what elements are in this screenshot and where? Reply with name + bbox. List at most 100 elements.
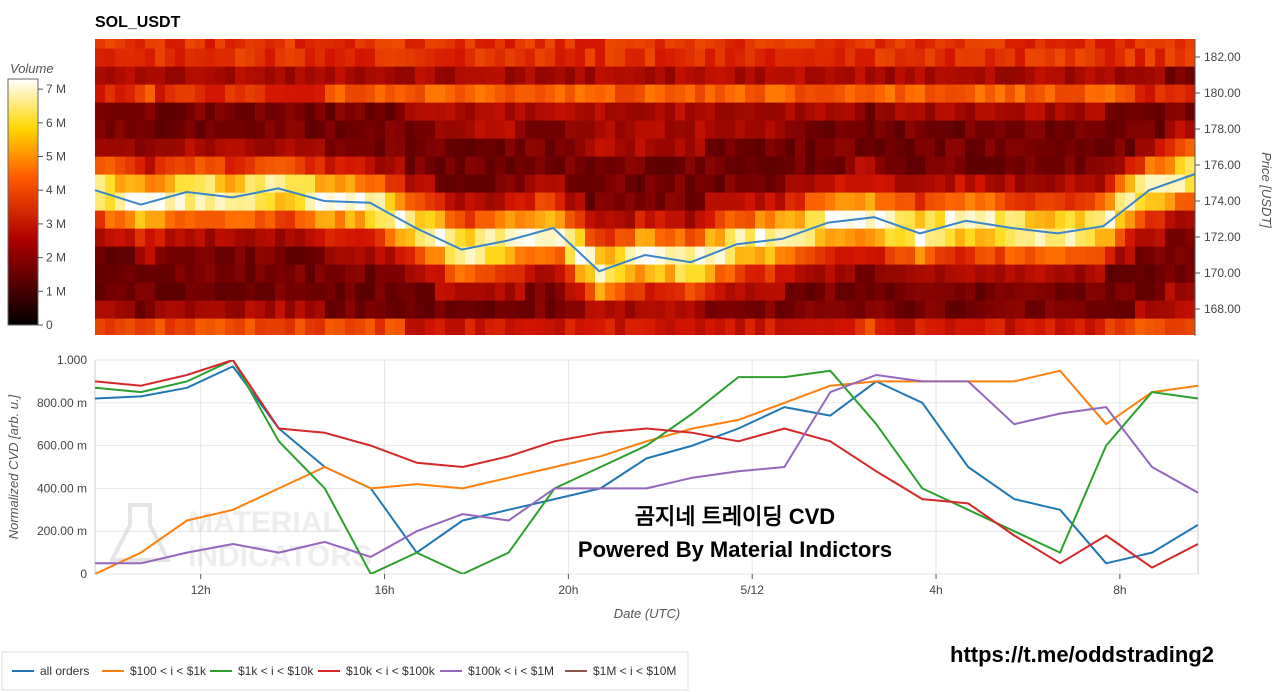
heatmap-cell [915, 300, 926, 319]
heatmap-cell [1145, 156, 1156, 175]
heatmap-cell [535, 210, 546, 229]
heatmap-cell [115, 174, 126, 193]
heatmap-cell [1185, 228, 1195, 247]
heatmap-cell [575, 120, 586, 139]
heatmap-cell [1035, 192, 1046, 211]
heatmap-cell [475, 66, 486, 85]
heatmap-cell [825, 120, 836, 139]
heatmap-cell [235, 138, 246, 157]
heatmap-cell [245, 174, 256, 193]
heatmap-cell [1175, 156, 1186, 175]
legend-item[interactable]: $10k < i < $100k [318, 664, 436, 678]
heatmap-cell [535, 48, 546, 67]
heatmap-cell [585, 228, 596, 247]
heatmap-cell [425, 282, 436, 301]
heatmap-cell [1045, 300, 1056, 319]
heatmap-cell [155, 138, 166, 157]
heatmap-cell [625, 48, 636, 67]
legend-item[interactable]: $100k < i < $1M [440, 664, 554, 678]
heatmap-cell [265, 228, 276, 247]
heatmap-cell [1145, 39, 1156, 49]
heatmap-cell [235, 156, 246, 175]
heatmap-cell [845, 192, 856, 211]
heatmap-cell [785, 174, 796, 193]
heatmap-cell [815, 39, 826, 49]
heatmap-cell [935, 39, 946, 49]
heatmap-cell [975, 282, 986, 301]
heatmap-cell [825, 102, 836, 121]
legend-item[interactable]: $1M < i < $10M [565, 664, 676, 678]
legend-item[interactable]: all orders [12, 664, 89, 678]
heatmap-cell [305, 138, 316, 157]
heatmap-cell [995, 228, 1006, 247]
heatmap-cell [475, 246, 486, 265]
heatmap-cell [1115, 282, 1126, 301]
heatmap-cell [625, 210, 636, 229]
heatmap-cell [655, 120, 666, 139]
heatmap-cell [225, 192, 236, 211]
heatmap-cell [1105, 48, 1116, 67]
heatmap-cell [1005, 210, 1016, 229]
heatmap-cell [875, 120, 886, 139]
heatmap-cell [655, 156, 666, 175]
heatmap-cell [355, 192, 366, 211]
heatmap-cell [975, 66, 986, 85]
heatmap-cell [425, 138, 436, 157]
heatmap-cell [765, 228, 776, 247]
heatmap-cell [795, 84, 806, 103]
heatmap-cell [745, 300, 756, 319]
heatmap-cell [115, 228, 126, 247]
heatmap-cell [525, 48, 536, 67]
heatmap-cell [745, 282, 756, 301]
heatmap-cell [235, 120, 246, 139]
heatmap-cell [385, 210, 396, 229]
heatmap-cell [1045, 66, 1056, 85]
heatmap-cell [165, 192, 176, 211]
heatmap-cell [125, 282, 136, 301]
heatmap-cell [1155, 120, 1166, 139]
heatmap-cell [915, 174, 926, 193]
heatmap-cell [755, 39, 766, 49]
heatmap-cell [875, 174, 886, 193]
colorbar-tick-label: 0 [46, 318, 53, 332]
heatmap-cell [515, 282, 526, 301]
heatmap-cell [725, 264, 736, 283]
heatmap-cell [415, 246, 426, 265]
heatmap-cell [235, 246, 246, 265]
telegram-url[interactable]: https://t.me/oddstrading2 [950, 642, 1214, 667]
heatmap-cell [105, 48, 116, 67]
heatmap-cell [345, 228, 356, 247]
heatmap-cell [1035, 156, 1046, 175]
heatmap-cell [245, 84, 256, 103]
heatmap-cell [275, 300, 286, 319]
heatmap-cell [435, 264, 446, 283]
legend[interactable]: all orders $100 < i < $1k $1k < i < $10k $1… [1, 651, 689, 691]
heatmap-cell [1005, 48, 1016, 67]
heatmap-cell [255, 192, 266, 211]
legend-item[interactable]: $100 < i < $1k [102, 664, 207, 678]
heatmap-cell [95, 120, 106, 139]
heatmap-cell [145, 300, 156, 319]
heatmap-cell [505, 48, 516, 67]
heatmap-cell [885, 210, 896, 229]
heatmap-cell [755, 318, 766, 335]
heatmap-cell [335, 174, 346, 193]
heatmap-cell [435, 138, 446, 157]
heatmap-cell [495, 120, 506, 139]
heatmap-cell [465, 84, 476, 103]
heatmap-cell [715, 318, 726, 335]
heatmap-cell [225, 84, 236, 103]
heatmap-cell [165, 156, 176, 175]
colorbar-tick-label: 5 M [46, 150, 66, 164]
heatmap-cell [145, 282, 156, 301]
heatmap-cell [775, 318, 786, 335]
heatmap-cell [355, 39, 366, 49]
heatmap-cell [665, 66, 676, 85]
heatmap-cell [175, 264, 186, 283]
heatmap-cell [145, 210, 156, 229]
legend-item[interactable]: $1k < i < $10k [210, 664, 314, 678]
heatmap-cell [1155, 39, 1166, 49]
heatmap-cell [805, 102, 816, 121]
heatmap-cell [725, 102, 736, 121]
heatmap-cell [655, 318, 666, 335]
